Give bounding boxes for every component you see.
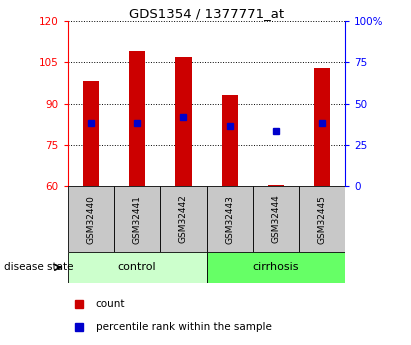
Bar [114, 186, 160, 252]
Bar [206, 252, 345, 283]
Bar [83, 81, 99, 186]
Text: GSM32444: GSM32444 [271, 195, 280, 244]
Bar [253, 186, 299, 252]
Bar [314, 68, 330, 186]
Bar [68, 186, 114, 252]
Bar [206, 186, 253, 252]
Text: GSM32442: GSM32442 [179, 195, 188, 244]
Bar [268, 185, 284, 186]
Bar [129, 51, 145, 186]
Text: GSM32443: GSM32443 [225, 195, 234, 244]
Text: disease state: disease state [4, 263, 74, 272]
Title: GDS1354 / 1377771_at: GDS1354 / 1377771_at [129, 7, 284, 20]
Bar [68, 252, 206, 283]
Bar [222, 95, 238, 186]
Text: percentile rank within the sample: percentile rank within the sample [95, 322, 271, 332]
Text: control: control [118, 263, 157, 272]
Text: GSM32441: GSM32441 [133, 195, 142, 244]
Text: GSM32440: GSM32440 [86, 195, 95, 244]
Text: cirrhosis: cirrhosis [253, 263, 299, 272]
Text: GSM32445: GSM32445 [318, 195, 327, 244]
Bar [299, 186, 345, 252]
Text: count: count [95, 299, 125, 309]
Bar [175, 57, 192, 186]
Bar [160, 186, 206, 252]
